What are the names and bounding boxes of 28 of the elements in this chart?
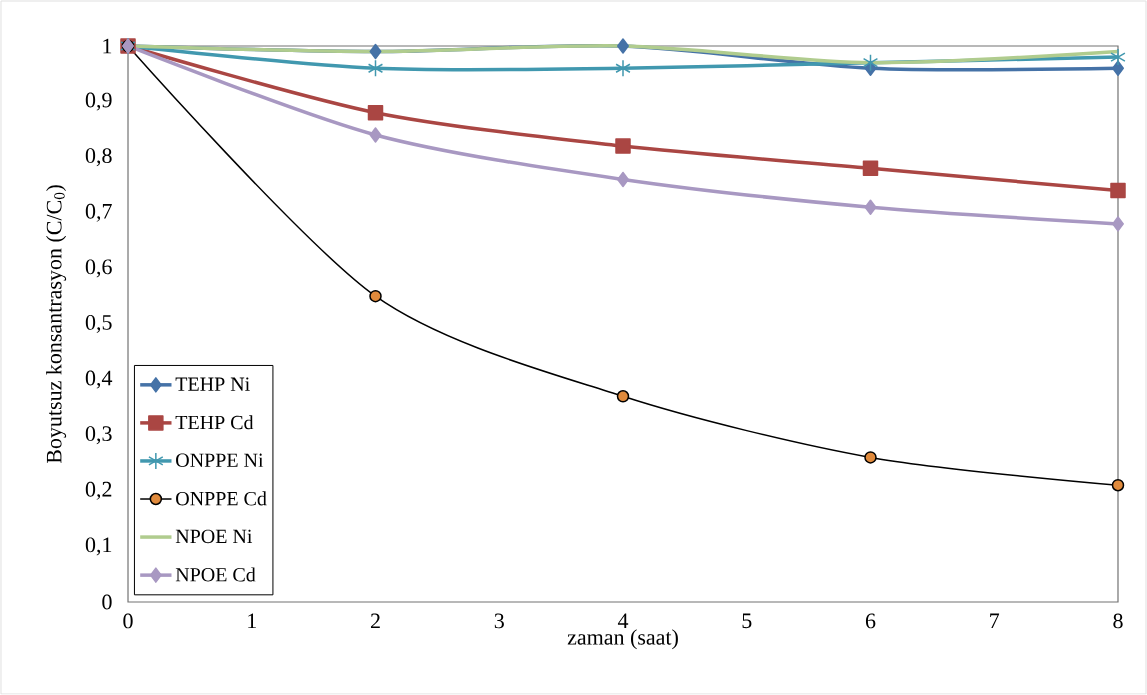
legend-label: TEHP Cd bbox=[175, 415, 254, 430]
y-tick-label: 0,1 bbox=[85, 537, 112, 556]
x-tick-label: 6 bbox=[865, 613, 876, 629]
y-tick-label: 0,2 bbox=[85, 481, 112, 500]
x-tick-label: 7 bbox=[990, 613, 1000, 628]
y-tick-label: 0 bbox=[102, 594, 112, 610]
legend-label: ONPPE Cd bbox=[176, 491, 267, 506]
x-axis-title: zaman (saat) bbox=[567, 629, 678, 650]
legend-label: ONPPE Ni bbox=[176, 453, 264, 468]
y-tick-label: 0,6 bbox=[85, 259, 112, 278]
legend-label: NPOE Ni bbox=[175, 529, 253, 544]
y-tick-label: 1 bbox=[103, 38, 112, 54]
x-tick-label: 8 bbox=[1113, 613, 1123, 629]
y-tick-label: 0,5 bbox=[85, 314, 112, 333]
x-tick-label: 5 bbox=[742, 613, 752, 629]
x-tick-label: 0 bbox=[123, 613, 133, 629]
y-tick-label: 0,9 bbox=[85, 92, 112, 111]
y-tick-label: 0,8 bbox=[85, 148, 112, 167]
legend-label: TEHP Ni bbox=[175, 377, 250, 391]
x-tick-label: 2 bbox=[370, 613, 380, 629]
x-tick-label: 1 bbox=[248, 613, 256, 629]
y-tick-label: 0,7 bbox=[85, 203, 112, 222]
y-tick-label: 0,4 bbox=[85, 370, 113, 389]
y-axis-title: Boyutsuz konsantrasyon (C/C$_{0}$) bbox=[46, 185, 67, 464]
legend-label: NPOE Cd bbox=[175, 567, 256, 582]
x-tick-label: 4 bbox=[617, 613, 629, 628]
y-tick-label: 0,3 bbox=[85, 426, 112, 445]
x-tick-label: 3 bbox=[494, 613, 504, 629]
